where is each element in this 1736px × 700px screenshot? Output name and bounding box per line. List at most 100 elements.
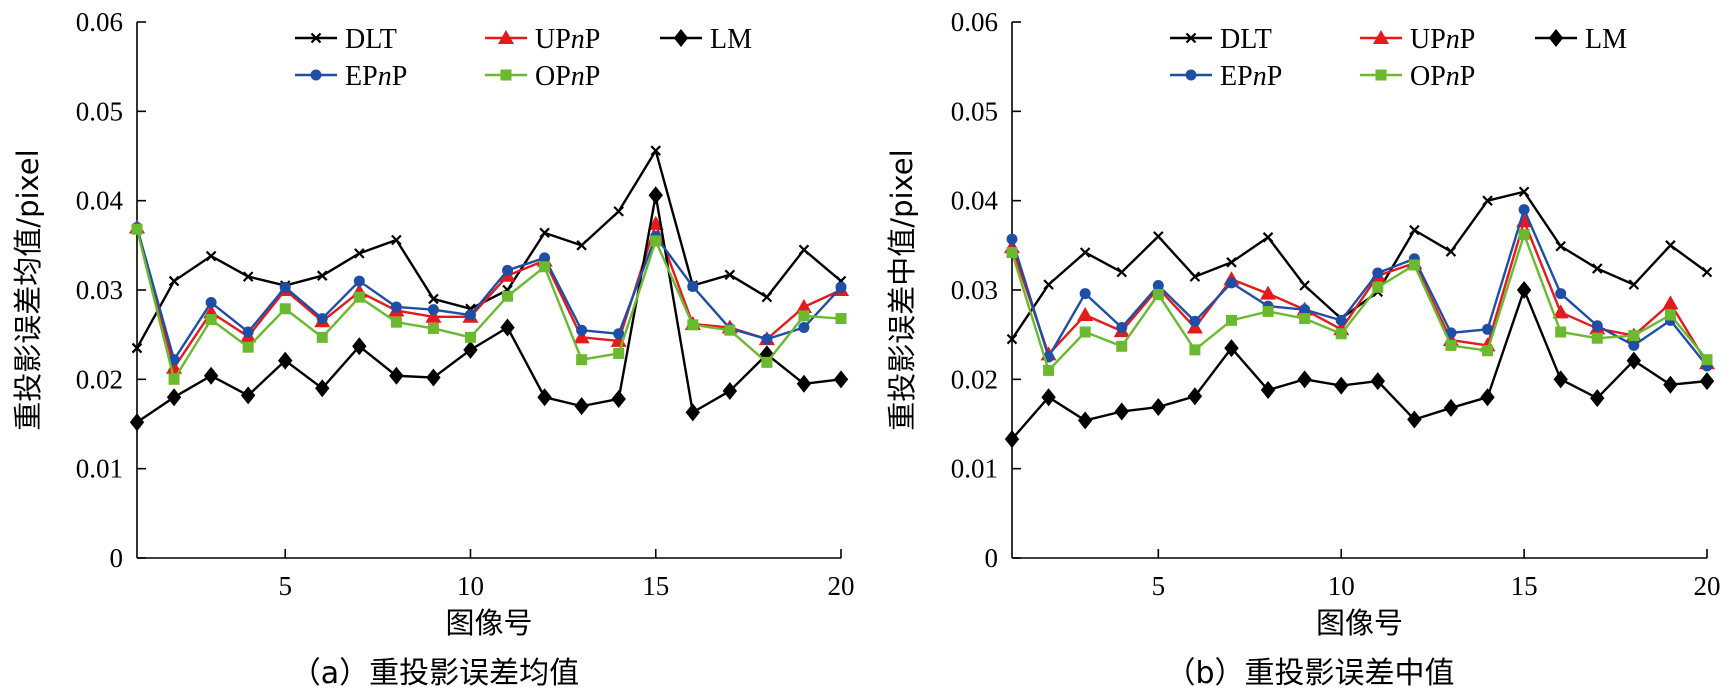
y-tick-label: 0.02 — [951, 364, 998, 394]
data-point-lm — [685, 403, 700, 422]
data-point-epnp — [761, 333, 773, 345]
legend-label-part: LM — [710, 24, 752, 55]
data-point-lm — [648, 186, 663, 205]
legend-label-part: DLT — [345, 24, 397, 55]
legend-marker — [498, 30, 514, 44]
data-point-dlt — [1043, 279, 1054, 290]
y-tick-label: 0.04 — [76, 186, 124, 216]
data-point-epnp — [798, 322, 810, 334]
data-point-opnp — [613, 347, 625, 359]
legend-label-part: OP — [1410, 61, 1446, 92]
data-point-dlt — [1555, 240, 1566, 252]
data-point-epnp — [1518, 204, 1530, 216]
legend-label-italic-part: n — [1446, 61, 1460, 92]
data-point-lm — [1626, 351, 1642, 370]
data-point-lm — [278, 351, 293, 370]
data-point-lm — [611, 389, 626, 408]
legend-item-upnp: UPnP — [1360, 24, 1475, 55]
data-point-epnp — [1116, 322, 1128, 334]
data-point-upnp — [166, 359, 183, 374]
data-point-epnp — [1079, 288, 1091, 300]
data-point-opnp — [353, 291, 365, 303]
legend-label-part: OP — [535, 61, 571, 92]
data-point-lm — [500, 318, 515, 337]
series-line-upnp — [1010, 220, 1709, 364]
data-point-dlt — [242, 271, 254, 282]
legend-item-lm: LM — [1535, 24, 1627, 55]
data-point-dlt — [1482, 195, 1493, 206]
data-point-lm — [796, 374, 812, 393]
legend-label-part: UP — [1410, 24, 1446, 55]
data-point-epnp — [576, 324, 588, 336]
data-point-lm — [203, 366, 219, 385]
x-tick-label: 15 — [1511, 571, 1538, 601]
y-tick-label: 0.05 — [76, 96, 123, 126]
legend-item-opnp: OPnP — [1360, 61, 1475, 92]
panel-caption: （a）重投影误差均值 — [291, 656, 579, 691]
panel-caption: （b）重投影误差中值 — [1165, 656, 1454, 691]
legend-label-part: P — [1460, 24, 1476, 55]
data-point-lm — [1151, 398, 1166, 417]
data-point-lm — [1370, 372, 1385, 391]
data-point-opnp — [1701, 354, 1713, 366]
legend-item-epnp: EPnP — [295, 61, 407, 92]
series-upnp — [129, 215, 849, 374]
data-point-upnp — [425, 308, 442, 323]
data-point-epnp — [242, 326, 254, 338]
data-point-upnp — [1077, 307, 1094, 322]
data-point-upnp — [795, 298, 812, 313]
legend-item-dlt: DLT — [1170, 24, 1272, 55]
legend-label: EPnP — [345, 61, 407, 92]
series-line-opnp — [1010, 233, 1708, 372]
data-point-dlt — [1409, 224, 1420, 236]
data-point-lm — [463, 340, 478, 359]
data-point-lm — [1260, 381, 1276, 400]
data-point-opnp — [1299, 313, 1311, 325]
data-point-opnp — [316, 331, 328, 343]
data-point-lm — [1699, 372, 1715, 391]
legend-label-italic-part: n — [571, 61, 585, 92]
data-point-lm — [1663, 375, 1678, 394]
data-point-opnp — [798, 310, 810, 322]
data-point-epnp — [168, 354, 180, 366]
data-point-opnp — [1591, 332, 1603, 344]
data-point-opnp — [131, 223, 143, 235]
data-point-opnp — [1262, 305, 1274, 317]
legend-marker — [500, 69, 512, 81]
data-point-opnp — [1628, 330, 1640, 342]
legend-label-part: DLT — [1220, 24, 1272, 55]
legend-marker — [1185, 32, 1197, 44]
data-point-lm — [1224, 339, 1239, 358]
data-point-dlt — [798, 244, 810, 256]
series-epnp — [1006, 204, 1713, 372]
data-point-lm — [1553, 370, 1568, 389]
legend-label-part: P — [1460, 61, 1476, 92]
data-point-dlt — [168, 275, 180, 287]
data-point-opnp — [279, 303, 291, 315]
series-upnp — [1004, 213, 1715, 370]
data-point-opnp — [242, 341, 254, 353]
data-point-lm — [1297, 370, 1312, 389]
legend-marker — [673, 29, 689, 47]
y-tick-label: 0.01 — [76, 454, 123, 484]
data-point-opnp — [687, 319, 699, 331]
series-lm — [1004, 281, 1715, 449]
data-point-opnp — [1152, 288, 1164, 300]
chart-panel-a: 0 0.01 0.02 0.03 0.04 0.05 0.06 5 10 15 20 图像号 重投影误差… — [11, 7, 855, 691]
legend-label-italic-part: n — [378, 61, 392, 92]
data-point-opnp — [464, 331, 476, 343]
data-point-opnp — [650, 235, 662, 247]
data-point-lm — [1443, 398, 1459, 417]
legend-marker — [1185, 69, 1197, 81]
legend-label: UPnP — [1410, 24, 1475, 55]
data-point-dlt — [539, 227, 550, 239]
data-point-opnp — [1555, 326, 1567, 338]
data-point-opnp — [1079, 326, 1091, 338]
data-point-lm — [240, 386, 256, 405]
chart-panel-b: 0 0.01 0.02 0.03 0.04 0.05 0.06 5 10 15 20 图像号 重投影误差… — [885, 7, 1721, 691]
legend-label-part: EP — [1220, 61, 1253, 92]
data-point-dlt — [1153, 231, 1164, 242]
legend-label: LM — [1585, 24, 1627, 55]
